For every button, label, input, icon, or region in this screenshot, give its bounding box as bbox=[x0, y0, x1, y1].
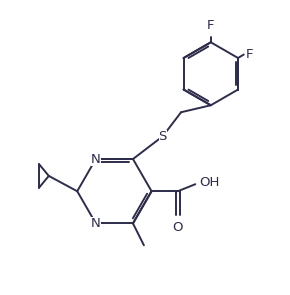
Text: F: F bbox=[246, 48, 253, 61]
Text: OH: OH bbox=[200, 176, 220, 189]
Text: O: O bbox=[173, 221, 183, 234]
Text: N: N bbox=[91, 153, 101, 165]
Text: F: F bbox=[207, 19, 215, 32]
Text: S: S bbox=[159, 130, 167, 143]
Text: N: N bbox=[91, 217, 101, 230]
